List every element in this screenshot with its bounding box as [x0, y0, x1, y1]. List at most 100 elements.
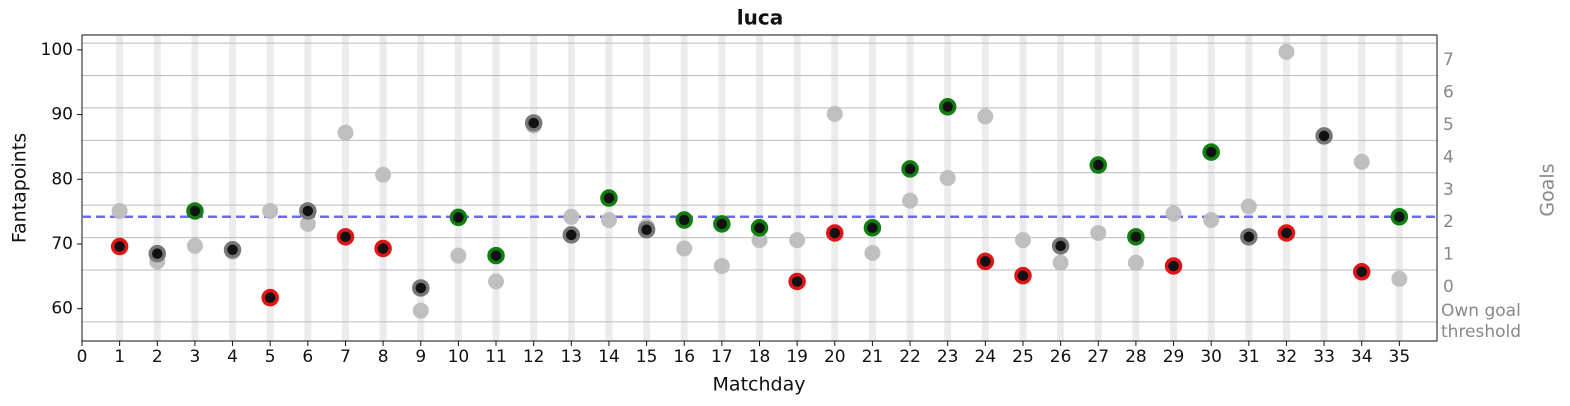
x-tick-label: 9	[415, 347, 426, 367]
y-tick-label: 100	[41, 40, 73, 60]
matchday-band	[868, 35, 876, 341]
point	[901, 160, 919, 178]
point	[1315, 127, 1333, 145]
point	[864, 245, 881, 262]
x-tick-label: 24	[975, 347, 997, 367]
point	[1278, 43, 1295, 60]
x-tick-label: 21	[862, 347, 884, 367]
matchday-band	[906, 35, 914, 341]
x-tick-label: 25	[1012, 347, 1034, 367]
matchday-band	[1358, 35, 1366, 341]
matchday-band	[530, 35, 538, 341]
point	[110, 237, 129, 256]
point	[789, 232, 806, 249]
y2-tick-label: 7	[1443, 50, 1454, 70]
x-tick-label: 26	[1050, 347, 1072, 367]
point	[488, 273, 505, 290]
x-tick-label: 28	[1125, 347, 1147, 367]
point	[1165, 205, 1182, 222]
point	[637, 220, 656, 239]
point	[1353, 153, 1370, 170]
point	[1164, 257, 1183, 275]
point	[412, 279, 430, 297]
matchday-band	[191, 35, 199, 341]
point	[1014, 266, 1032, 285]
matchday-band	[454, 35, 462, 341]
point	[1391, 270, 1408, 287]
x-axis-label: Matchday	[713, 374, 806, 396]
x-tick-label: 8	[378, 347, 389, 367]
matchday-band	[793, 35, 801, 341]
point	[751, 232, 768, 249]
matchday-band	[981, 35, 989, 341]
point	[563, 208, 580, 225]
point	[524, 114, 543, 132]
point	[902, 192, 919, 209]
point	[186, 202, 204, 220]
x-tick-label: 0	[77, 347, 88, 367]
point	[374, 239, 392, 258]
matchday-band	[153, 35, 161, 341]
matchday-band	[1170, 35, 1178, 341]
x-tick-label: 33	[1313, 347, 1335, 367]
x-tick-label: 32	[1276, 347, 1298, 367]
point	[1014, 232, 1031, 249]
matchday-band	[756, 35, 763, 341]
matchday-band	[379, 35, 387, 341]
x-tick-label: 29	[1163, 347, 1185, 367]
point	[600, 212, 617, 229]
matchday-band	[266, 35, 274, 341]
point	[1127, 254, 1144, 271]
x-tick-label: 18	[749, 347, 771, 367]
point	[713, 257, 730, 274]
matchday-band	[1019, 35, 1027, 341]
point	[939, 169, 956, 186]
x-tick-label: 15	[636, 347, 658, 367]
x-tick-label: 34	[1351, 347, 1373, 367]
point	[1089, 156, 1107, 174]
point	[1127, 228, 1145, 246]
point	[336, 228, 355, 246]
y2-tick-label: 0	[1443, 277, 1454, 297]
matchday-band	[492, 35, 500, 341]
x-tick-label: 12	[523, 347, 545, 367]
point	[826, 105, 843, 122]
matchday-band	[831, 35, 839, 341]
x-tick-label: 14	[598, 347, 620, 367]
point	[977, 108, 994, 125]
y-axis-label: Fantapoints	[9, 133, 31, 243]
point	[262, 202, 279, 219]
x-tick-label: 10	[448, 347, 470, 367]
point	[976, 252, 995, 271]
y2-tick-label: 4	[1443, 147, 1454, 167]
x-tick-label: 11	[485, 347, 507, 367]
point	[938, 98, 957, 116]
matchday-band	[1207, 35, 1215, 341]
x-tick-label: 1	[114, 347, 125, 367]
point	[148, 244, 167, 263]
y-tick-label: 70	[51, 234, 73, 254]
plot-frame	[81, 34, 1438, 342]
point	[1052, 254, 1069, 271]
point	[449, 208, 468, 227]
x-tick-label: 19	[786, 347, 808, 367]
point	[826, 224, 844, 242]
point	[1203, 212, 1220, 229]
x-tick-label: 2	[152, 347, 163, 367]
y2-tick-label: 1	[1443, 245, 1454, 265]
chart-title: luca	[737, 6, 783, 30]
point	[412, 302, 429, 319]
point	[299, 202, 317, 220]
point	[675, 211, 693, 229]
x-tick-label: 13	[560, 347, 582, 367]
point	[750, 219, 769, 237]
point	[299, 215, 316, 232]
matchday-band	[1057, 35, 1065, 341]
point	[111, 202, 128, 219]
matchday-band	[417, 35, 425, 341]
x-tick-label: 17	[711, 347, 733, 367]
point	[1202, 143, 1220, 161]
y2-tick-label: 6	[1443, 83, 1454, 103]
matchday-band	[718, 35, 726, 341]
